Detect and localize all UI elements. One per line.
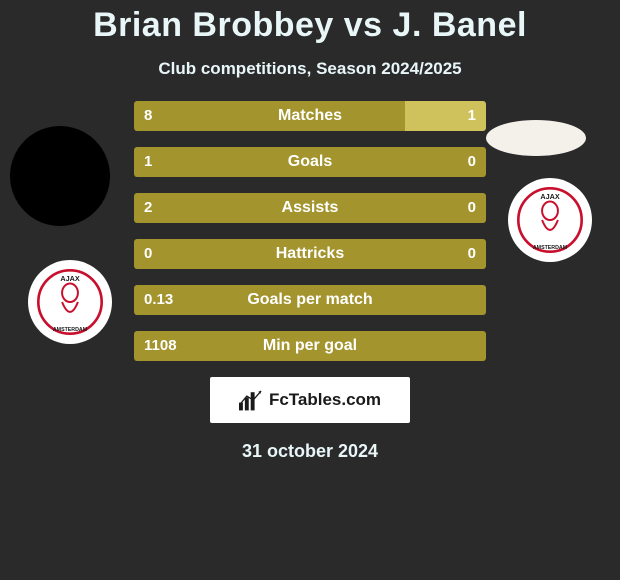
stat-row: Matches8 1 bbox=[134, 101, 486, 131]
fctables-icon bbox=[239, 389, 265, 411]
player-photo-left bbox=[10, 126, 110, 226]
stat-row: Assists2 0 bbox=[134, 193, 486, 223]
stat-value-right: 1 bbox=[468, 101, 476, 131]
svg-text:AJAX: AJAX bbox=[540, 192, 560, 201]
stat-value-left: 8 bbox=[144, 101, 152, 131]
stat-value-left: 1108 bbox=[144, 331, 177, 361]
stat-value-right: 0 bbox=[468, 239, 476, 269]
ajax-icon: AJAX AMSTERDAM bbox=[37, 269, 103, 335]
club-logo-left: AJAX AMSTERDAM bbox=[28, 260, 112, 344]
ajax-icon: AJAX AMSTERDAM bbox=[517, 187, 583, 253]
stat-value-left: 0 bbox=[144, 239, 152, 269]
stat-value-left: 0.13 bbox=[144, 285, 173, 315]
stat-label: Matches bbox=[134, 101, 486, 131]
page-title: Brian Brobbey vs J. Banel bbox=[0, 0, 620, 45]
svg-text:AJAX: AJAX bbox=[60, 274, 80, 283]
stat-row: Goals1 0 bbox=[134, 147, 486, 177]
stat-row: Goals per match0.13 bbox=[134, 285, 486, 315]
stat-value-right: 0 bbox=[468, 147, 476, 177]
stat-label: Goals bbox=[134, 147, 486, 177]
footer-date: 31 october 2024 bbox=[0, 441, 620, 462]
stat-label: Min per goal bbox=[134, 331, 486, 361]
stat-value-left: 1 bbox=[144, 147, 152, 177]
svg-text:AMSTERDAM: AMSTERDAM bbox=[533, 245, 568, 251]
stat-label: Goals per match bbox=[134, 285, 486, 315]
stat-label: Hattricks bbox=[134, 239, 486, 269]
stat-row: Min per goal1108 bbox=[134, 331, 486, 361]
fctables-label: FcTables.com bbox=[269, 390, 381, 410]
comparison-bars: Matches81Goals10Assists20Hattricks00Goal… bbox=[134, 101, 486, 361]
stat-value-left: 2 bbox=[144, 193, 152, 223]
fctables-badge: FcTables.com bbox=[210, 377, 410, 423]
svg-text:AMSTERDAM: AMSTERDAM bbox=[53, 327, 88, 333]
stat-label: Assists bbox=[134, 193, 486, 223]
club-logo-right: AJAX AMSTERDAM bbox=[508, 178, 592, 262]
page-subtitle: Club competitions, Season 2024/2025 bbox=[0, 59, 620, 79]
player-photo-right bbox=[486, 120, 586, 156]
stat-value-right: 0 bbox=[468, 193, 476, 223]
stat-row: Hattricks0 0 bbox=[134, 239, 486, 269]
